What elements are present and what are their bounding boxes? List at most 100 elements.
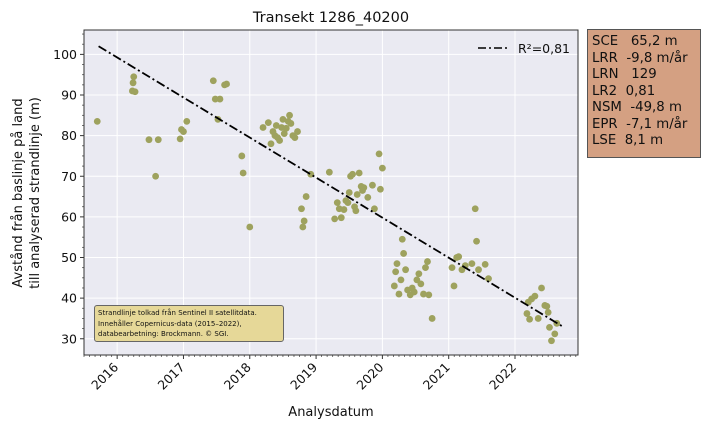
data-point — [264, 119, 272, 127]
data-point — [176, 135, 184, 143]
data-point — [468, 260, 476, 267]
data-point — [546, 323, 553, 331]
data-point — [538, 284, 545, 292]
data-point — [481, 261, 489, 268]
data-point — [371, 205, 378, 213]
stat-value: 65,2 m — [630, 34, 678, 49]
data-point — [364, 193, 372, 201]
stat-label: EPR — [592, 116, 618, 132]
data-point — [280, 130, 288, 137]
data-point — [331, 215, 339, 223]
data-point — [340, 206, 348, 213]
data-point — [183, 118, 191, 125]
data-point — [300, 217, 308, 225]
data-point — [410, 288, 418, 296]
data-point — [353, 191, 361, 198]
data-point — [450, 282, 458, 290]
data-point — [422, 264, 429, 272]
data-point — [154, 136, 162, 144]
data-point — [390, 282, 398, 290]
data-point — [397, 276, 405, 284]
data-point — [152, 172, 160, 180]
source-note-line1: Strandlinje tolkad från Sentinel II sate… — [98, 309, 257, 317]
stat-label: SCE — [592, 34, 619, 49]
stat-label: LRR — [592, 50, 618, 66]
data-point — [131, 88, 139, 96]
data-point — [548, 337, 555, 345]
x-tick-label: 2020 — [353, 359, 386, 392]
data-point — [531, 292, 539, 300]
x-tick-label: 2022 — [486, 360, 519, 393]
stat-value: -49,8 m — [630, 100, 682, 115]
data-point — [369, 181, 376, 189]
data-point — [526, 315, 533, 323]
data-point — [246, 223, 254, 231]
data-point — [145, 136, 153, 144]
legend: R²=0,81 — [478, 41, 570, 56]
data-point — [473, 237, 480, 245]
data-point — [475, 266, 482, 274]
data-point — [415, 270, 423, 278]
x-axis-label: Analysdatum — [288, 405, 373, 420]
stat-label: LRN — [592, 67, 619, 82]
stat-row-epr: EPR -7,1 m/år — [592, 117, 696, 134]
data-point — [378, 164, 386, 172]
y-tick-label: 100 — [53, 47, 77, 62]
data-point — [471, 205, 479, 213]
data-point — [420, 290, 427, 298]
y-tick-label: 50 — [61, 250, 77, 265]
data-point — [93, 118, 101, 125]
data-point — [395, 290, 403, 298]
data-point — [393, 260, 401, 267]
statistics-box: SCE 65,2 m LRR -9,8 m/år LRN 129 LR2 0,8… — [587, 29, 701, 158]
data-point — [352, 207, 360, 215]
data-point — [294, 128, 301, 135]
data-point — [428, 315, 436, 322]
data-point — [400, 250, 408, 257]
stat-row-nsm: NSM -49,8 m — [592, 100, 696, 117]
data-point — [209, 77, 217, 85]
data-point — [345, 189, 353, 196]
data-point — [377, 185, 384, 193]
chart-title: Transekt 1286_40200 — [252, 10, 409, 26]
data-point — [282, 124, 290, 132]
x-tick-label: 2016 — [88, 359, 121, 392]
y-tick-label: 70 — [61, 169, 77, 184]
legend-label: R²=0,81 — [518, 41, 570, 56]
data-point — [130, 73, 138, 81]
data-point — [392, 268, 400, 276]
source-note-line3: databearbetning: Brockmann. © SGI. — [98, 330, 229, 338]
data-point — [425, 291, 433, 299]
data-point — [216, 95, 224, 103]
data-point — [360, 184, 368, 192]
data-point — [544, 308, 552, 316]
data-point — [344, 199, 352, 207]
trend-line-path — [98, 45, 564, 328]
x-tick-label: 2017 — [154, 360, 187, 393]
stat-label: LR2 — [592, 83, 618, 99]
data-point — [355, 169, 363, 177]
y-tick-label: 80 — [61, 128, 77, 143]
data-point — [534, 315, 542, 322]
stat-row-lr2: LR2 0,81 — [592, 84, 696, 101]
stat-label: NSM — [592, 100, 622, 115]
plot-area — [84, 30, 578, 355]
data-point — [551, 330, 559, 338]
data-point — [375, 150, 383, 158]
x-tick-label: 2019 — [287, 359, 320, 392]
y-tick-label: 60 — [61, 209, 77, 224]
data-point — [333, 199, 341, 207]
source-note-line2: Innehåller Copernicus-data (2015–2022), — [98, 319, 242, 328]
data-point — [337, 214, 345, 222]
data-point — [325, 168, 333, 176]
stat-row-lse: LSE 8,1 m — [592, 133, 696, 150]
data-point — [239, 169, 247, 177]
stat-label: LSE — [592, 133, 617, 148]
data-point — [129, 79, 137, 87]
stat-value: 129 — [631, 67, 657, 82]
data-point — [543, 302, 551, 310]
data-point — [485, 275, 492, 283]
data-point — [298, 205, 305, 213]
data-point — [272, 122, 280, 129]
stat-value: 0,81 — [625, 83, 656, 99]
